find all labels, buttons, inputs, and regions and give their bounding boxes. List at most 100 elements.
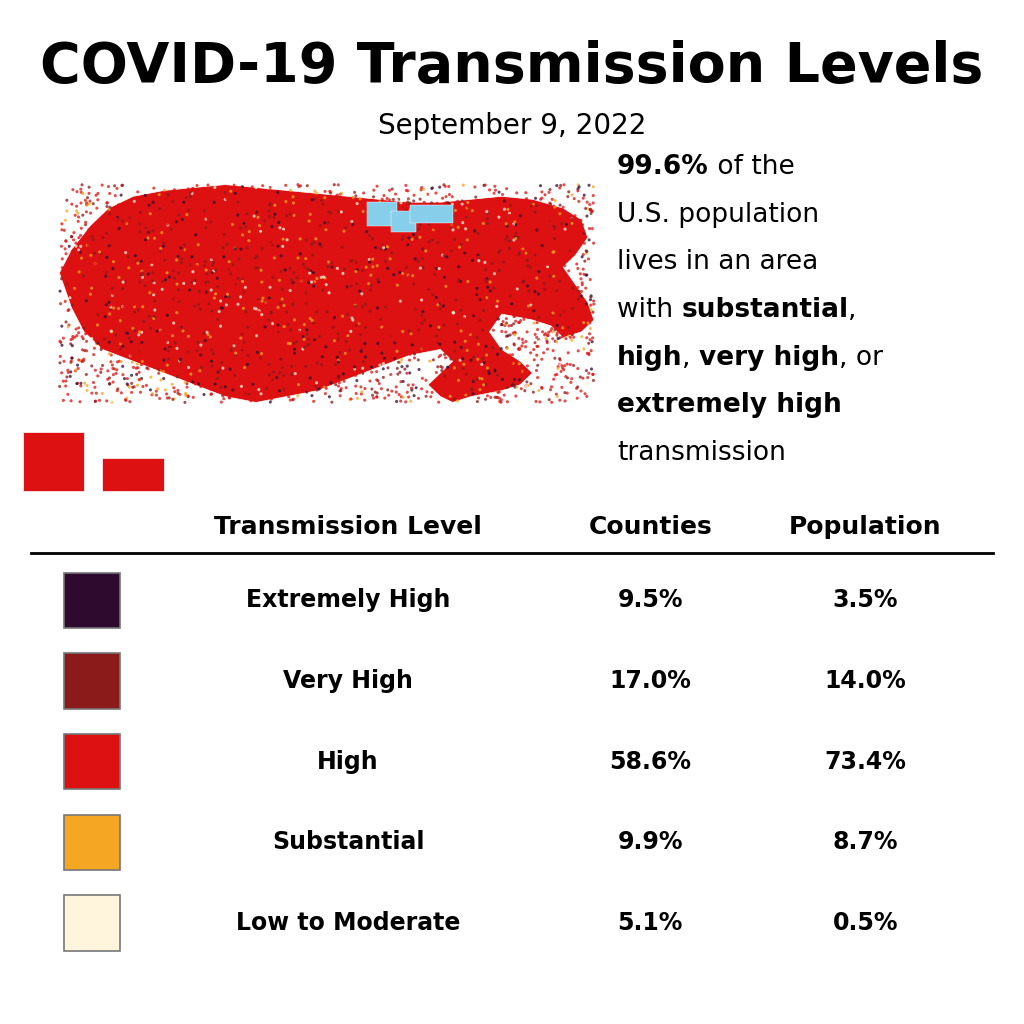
Point xyxy=(406,261,422,278)
Point xyxy=(96,248,113,264)
Point xyxy=(497,317,513,334)
Point xyxy=(227,241,244,257)
Point xyxy=(308,185,325,202)
Point xyxy=(373,241,389,257)
Point xyxy=(155,273,171,290)
Point xyxy=(370,335,386,351)
Point xyxy=(377,241,393,257)
Point xyxy=(131,365,147,381)
Point xyxy=(518,378,535,394)
Point xyxy=(211,228,227,245)
Point xyxy=(470,390,486,407)
Point xyxy=(381,182,397,199)
Point xyxy=(52,334,69,350)
Polygon shape xyxy=(23,432,84,490)
Point xyxy=(203,318,219,335)
Point xyxy=(373,353,389,370)
Point xyxy=(519,308,536,325)
Point xyxy=(86,245,102,261)
Point xyxy=(331,249,347,265)
Point xyxy=(157,342,173,358)
Point xyxy=(243,237,259,253)
Point xyxy=(464,286,480,302)
Point xyxy=(392,293,409,309)
Point xyxy=(182,188,199,205)
Point xyxy=(351,315,368,332)
Point xyxy=(276,294,293,310)
Point xyxy=(376,214,392,230)
Point xyxy=(464,229,480,246)
Point xyxy=(336,209,352,225)
Point xyxy=(253,223,269,240)
Point xyxy=(85,375,101,391)
Point xyxy=(118,214,134,230)
Point xyxy=(541,229,557,246)
Point xyxy=(159,307,175,324)
Point xyxy=(358,223,375,240)
Point xyxy=(420,225,436,242)
Point xyxy=(374,318,390,335)
Point xyxy=(295,199,311,215)
Point xyxy=(531,298,548,314)
Point xyxy=(78,226,94,243)
Point xyxy=(289,316,305,333)
Point xyxy=(258,294,274,310)
Point xyxy=(103,347,120,364)
Point xyxy=(347,332,364,348)
Point xyxy=(563,371,580,387)
Point xyxy=(494,316,510,333)
Point xyxy=(53,221,70,238)
Point xyxy=(166,391,182,408)
Point xyxy=(282,204,298,220)
Point xyxy=(395,389,412,406)
Point xyxy=(249,247,265,263)
Point xyxy=(547,199,563,215)
Point xyxy=(69,288,85,304)
Point xyxy=(65,338,81,354)
Point xyxy=(133,253,150,269)
Point xyxy=(524,246,541,262)
Point xyxy=(546,230,562,247)
Point xyxy=(418,388,434,404)
Point xyxy=(458,225,474,242)
Point xyxy=(511,314,527,331)
Point xyxy=(494,206,510,222)
Polygon shape xyxy=(102,459,164,490)
Point xyxy=(446,391,463,408)
Point xyxy=(580,370,596,386)
Point xyxy=(111,250,127,266)
Point xyxy=(79,189,95,206)
Point xyxy=(176,355,193,372)
Point xyxy=(113,385,129,401)
Point xyxy=(286,267,302,284)
Point xyxy=(365,230,381,247)
Point xyxy=(504,371,520,387)
Point xyxy=(63,228,80,245)
Point xyxy=(549,317,565,334)
Text: 0.5%: 0.5% xyxy=(833,911,898,935)
Point xyxy=(212,270,228,287)
Point xyxy=(511,330,527,346)
Point xyxy=(355,204,372,220)
Point xyxy=(570,194,587,210)
Point xyxy=(56,222,73,239)
Point xyxy=(188,343,205,359)
Point xyxy=(193,200,209,216)
Point xyxy=(84,239,100,255)
Point xyxy=(351,236,368,252)
Point xyxy=(197,258,213,274)
Point xyxy=(135,313,152,330)
Point xyxy=(548,223,564,240)
Point xyxy=(497,193,513,209)
Point xyxy=(86,201,102,217)
Point xyxy=(167,238,183,254)
Point xyxy=(83,339,99,355)
Point xyxy=(282,206,298,222)
Point xyxy=(58,246,75,262)
Point xyxy=(306,273,323,290)
Point xyxy=(158,267,174,284)
Point xyxy=(481,306,498,323)
Point xyxy=(281,388,297,404)
Point xyxy=(396,360,413,377)
Point xyxy=(317,385,334,401)
